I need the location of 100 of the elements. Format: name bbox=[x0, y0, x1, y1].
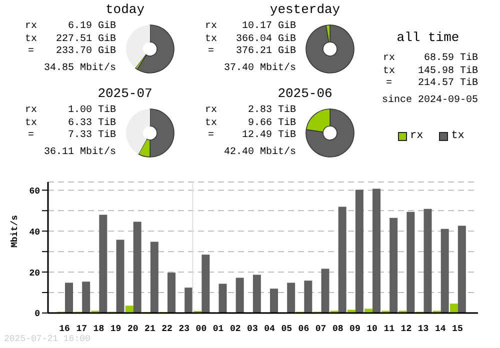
text: 233.70 GiB bbox=[56, 46, 116, 58]
legend-label: tx bbox=[451, 130, 464, 142]
text: 2.83 TiB bbox=[248, 105, 296, 118]
x-tick-label: 05 bbox=[281, 324, 292, 334]
x-tick-label: 14 bbox=[434, 324, 446, 334]
text: rx bbox=[24, 21, 38, 34]
donut-slice bbox=[126, 109, 150, 154]
text: = bbox=[26, 46, 35, 58]
bar bbox=[133, 222, 142, 313]
x-tick-label: 15 bbox=[452, 324, 463, 334]
bar bbox=[168, 272, 176, 313]
text: 34.85 Mbit/s bbox=[42, 62, 116, 75]
bar bbox=[355, 190, 364, 313]
y-tick-label: 60 bbox=[29, 186, 40, 196]
x-tick-label: 17 bbox=[76, 324, 88, 334]
bar bbox=[450, 304, 458, 313]
y-tick-label: 20 bbox=[29, 268, 40, 278]
x-tick-label: 11 bbox=[384, 324, 396, 334]
text: tx bbox=[204, 34, 218, 46]
text: all time bbox=[396, 30, 460, 45]
bar bbox=[150, 242, 158, 313]
text: 1.00 TiB bbox=[68, 105, 116, 118]
x-tick-label: 12 bbox=[400, 324, 412, 334]
bar bbox=[364, 308, 372, 313]
x-tick-label: 13 bbox=[418, 324, 429, 334]
x-tick-label: 07 bbox=[315, 324, 326, 334]
bar bbox=[184, 288, 193, 313]
text: = bbox=[26, 130, 35, 142]
text: 366.04 GiB bbox=[236, 34, 296, 46]
x-tick-label: 22 bbox=[162, 324, 172, 334]
bar bbox=[390, 218, 398, 313]
text: 37.40 Mbit/s bbox=[222, 62, 296, 75]
y-tick-label: 0 bbox=[34, 309, 40, 320]
chart-title: 2025-07 bbox=[96, 86, 154, 101]
bar bbox=[116, 240, 124, 313]
text: rx bbox=[382, 53, 396, 66]
bar bbox=[99, 214, 108, 313]
y-tick-label: 40 bbox=[29, 227, 40, 238]
x-tick-label: 06 bbox=[298, 324, 310, 334]
bar bbox=[218, 284, 227, 313]
text: 42.40 Mbit/s bbox=[222, 146, 296, 159]
text: 9.66 TiB bbox=[248, 118, 296, 130]
chart-title: today bbox=[104, 2, 146, 17]
text: rx bbox=[204, 21, 218, 34]
bar bbox=[202, 254, 210, 313]
bar bbox=[125, 306, 134, 313]
text: 68.59 TiB bbox=[424, 53, 478, 66]
text: rx bbox=[24, 105, 38, 118]
bar bbox=[252, 274, 261, 313]
x-tick-label: 19 bbox=[110, 324, 122, 334]
text: 10.17 GiB bbox=[242, 21, 296, 34]
y-axis-title: Mbit/s bbox=[10, 215, 20, 248]
donut-slice bbox=[306, 24, 354, 74]
text: rx bbox=[204, 105, 218, 118]
x-tick-label: 00 bbox=[196, 324, 207, 334]
bar bbox=[65, 282, 73, 313]
text: tx bbox=[382, 66, 396, 78]
x-tick-label: 02 bbox=[230, 324, 241, 334]
bar bbox=[82, 282, 90, 313]
donut-slice bbox=[136, 24, 174, 74]
donut-slice bbox=[126, 25, 150, 68]
bar bbox=[424, 208, 432, 313]
legend-label: rx bbox=[410, 130, 424, 142]
text: tx bbox=[24, 118, 38, 130]
x-tick-label: 23 bbox=[178, 324, 190, 334]
bar bbox=[287, 282, 296, 313]
x-tick-label: 03 bbox=[247, 324, 258, 334]
bar bbox=[321, 268, 330, 313]
chart-title: yesterday bbox=[268, 2, 342, 17]
text: 36.11 Mbit/s bbox=[42, 146, 116, 159]
text: 6.19 GiB bbox=[68, 21, 116, 34]
bar bbox=[304, 280, 312, 313]
x-tick-label: 16 bbox=[59, 324, 70, 334]
text: 145.98 TiB bbox=[418, 66, 478, 78]
text: = bbox=[384, 78, 393, 90]
text: 7.33 TiB bbox=[68, 130, 116, 142]
bar bbox=[347, 310, 356, 313]
bar bbox=[440, 228, 449, 313]
text: 214.57 TiB bbox=[418, 78, 478, 90]
chart-title: 2025-06 bbox=[276, 86, 334, 101]
text: 6.33 TiB bbox=[68, 118, 116, 130]
text: = bbox=[206, 130, 215, 142]
text: 12.49 TiB bbox=[242, 130, 296, 142]
text: 376.21 GiB bbox=[236, 46, 296, 58]
bar bbox=[236, 278, 244, 313]
x-tick-label: 08 bbox=[332, 324, 344, 334]
x-tick-label: 21 bbox=[144, 324, 156, 334]
donut-slice bbox=[306, 108, 354, 158]
bar bbox=[372, 188, 380, 313]
x-tick-label: 09 bbox=[350, 324, 360, 334]
x-tick-label: 20 bbox=[127, 324, 138, 334]
text: tx bbox=[204, 118, 218, 130]
x-tick-label: 04 bbox=[264, 324, 276, 334]
text: since 2024-09-05 bbox=[382, 94, 478, 107]
x-tick-label: 18 bbox=[93, 324, 104, 334]
bar bbox=[406, 212, 415, 313]
text: tx bbox=[24, 34, 38, 46]
x-tick-label: 01 bbox=[212, 324, 224, 334]
text: = bbox=[206, 46, 215, 58]
bar bbox=[338, 206, 346, 313]
